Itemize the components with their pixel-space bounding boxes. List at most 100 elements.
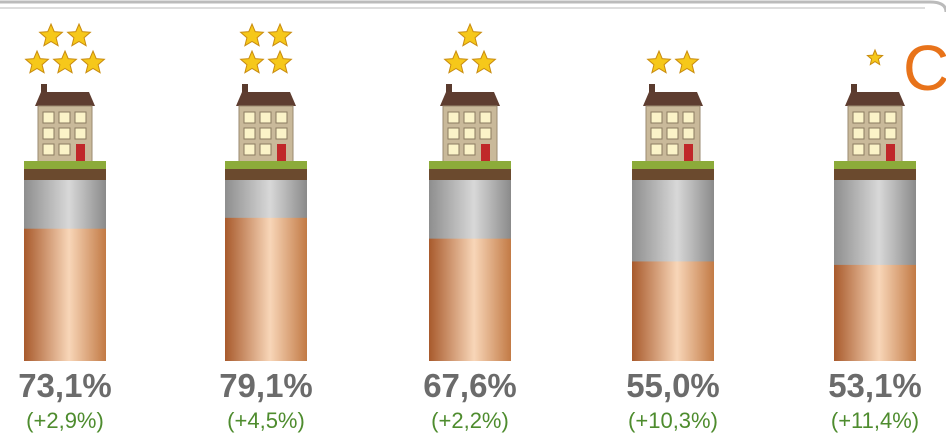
window — [463, 143, 476, 156]
ground — [429, 161, 511, 169]
bar — [834, 264, 916, 361]
window — [682, 127, 695, 140]
window — [682, 111, 695, 124]
window — [666, 127, 679, 140]
window — [74, 111, 87, 124]
star-rating — [24, 22, 106, 74]
soil — [225, 169, 307, 180]
soil — [429, 169, 511, 180]
chart-title: C — [903, 32, 946, 104]
soil — [632, 169, 714, 180]
window — [852, 111, 865, 124]
door — [886, 144, 895, 162]
star — [866, 48, 884, 66]
star-rating — [443, 22, 497, 74]
chimney — [242, 84, 248, 94]
window — [463, 127, 476, 140]
change-label: (+2,2%) — [431, 408, 509, 433]
door — [277, 144, 286, 162]
star — [674, 49, 700, 74]
window — [463, 111, 476, 124]
hotel-column: 79,1% (+4,5%) — [219, 22, 313, 433]
ground — [24, 161, 106, 169]
bar — [429, 238, 511, 361]
window — [650, 111, 663, 124]
window — [243, 143, 256, 156]
window — [884, 127, 897, 140]
bar — [225, 217, 307, 361]
change-label: (+2,9%) — [26, 408, 104, 433]
window — [852, 143, 865, 156]
window — [666, 143, 679, 156]
window — [58, 127, 71, 140]
ground — [632, 161, 714, 169]
door — [76, 144, 85, 162]
door — [684, 144, 693, 162]
star — [267, 49, 293, 74]
roof — [845, 92, 905, 106]
star — [38, 22, 64, 47]
change-label: (+4,5%) — [227, 408, 305, 433]
window — [868, 127, 881, 140]
window — [447, 111, 460, 124]
window — [259, 127, 272, 140]
star-rating — [646, 49, 700, 74]
window — [42, 127, 55, 140]
window — [58, 111, 71, 124]
change-label: (+11,4%) — [831, 408, 919, 433]
window — [666, 111, 679, 124]
soil — [834, 169, 916, 180]
window — [852, 127, 865, 140]
window — [650, 127, 663, 140]
value-label: 73,1% — [18, 367, 112, 404]
roof — [35, 92, 95, 106]
bar — [24, 228, 106, 361]
star-rating — [239, 22, 293, 74]
star-rating — [866, 48, 884, 66]
star — [443, 49, 469, 74]
soil — [24, 169, 106, 180]
hotel-column: 55,0% (+10,3%) — [626, 49, 720, 433]
window — [479, 111, 492, 124]
value-label: 53,1% — [828, 367, 922, 404]
chimney — [649, 84, 655, 94]
chimney — [851, 84, 857, 94]
window — [650, 143, 663, 156]
star — [24, 49, 50, 74]
window — [884, 111, 897, 124]
window — [868, 111, 881, 124]
window — [74, 127, 87, 140]
bar — [632, 261, 714, 361]
window — [447, 127, 460, 140]
change-label: (+10,3%) — [628, 408, 718, 433]
star — [267, 22, 293, 47]
ground — [834, 161, 916, 169]
value-label: 67,6% — [423, 367, 517, 404]
window — [243, 127, 256, 140]
window — [42, 143, 55, 156]
window — [447, 143, 460, 156]
star — [52, 49, 78, 74]
hotel-column: 73,1% (+2,9%) — [18, 22, 112, 433]
star — [66, 22, 92, 47]
ground — [225, 161, 307, 169]
window — [275, 111, 288, 124]
star — [239, 49, 265, 74]
chimney — [41, 84, 47, 94]
window — [42, 111, 55, 124]
value-label: 55,0% — [626, 367, 720, 404]
hotel-column: 67,6% (+2,2%) — [423, 22, 517, 433]
chimney — [446, 84, 452, 94]
window — [479, 127, 492, 140]
window — [868, 143, 881, 156]
value-label: 79,1% — [219, 367, 313, 404]
window — [259, 143, 272, 156]
star — [80, 49, 106, 74]
roof — [643, 92, 703, 106]
star — [471, 49, 497, 74]
window — [243, 111, 256, 124]
roof — [440, 92, 500, 106]
star — [239, 22, 265, 47]
